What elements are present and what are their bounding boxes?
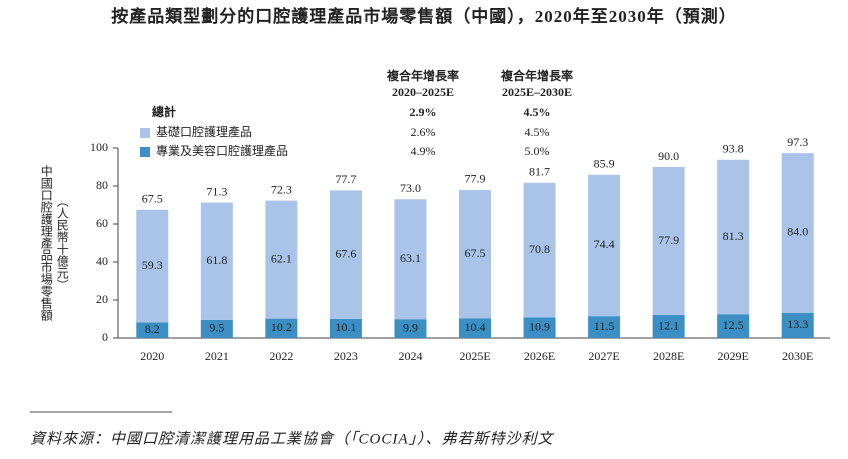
value-label: 12.1 [658, 318, 679, 332]
total-label: 77.7 [335, 172, 356, 186]
bar-segment [717, 314, 750, 338]
legend-total: 總計 [152, 104, 176, 119]
legend-swatch [140, 147, 150, 157]
x-tick-label: 2030E [782, 349, 813, 363]
bar-segment [652, 315, 685, 338]
y-tick-label: 80 [96, 178, 108, 192]
y-tick-label: 100 [90, 140, 108, 154]
bar-segment [523, 182, 556, 318]
bar-segment [459, 318, 491, 338]
x-tick-label: 2027E [588, 349, 619, 363]
x-tick-label: 2024 [398, 349, 422, 363]
x-tick-label: 2023 [334, 349, 358, 363]
table-cell: 4.9% [411, 144, 436, 158]
value-label: 81.3 [723, 229, 744, 243]
total-label: 73.0 [400, 181, 421, 195]
y-axis-unit: （人民幣十億元） [55, 195, 69, 291]
value-label: 13.3 [787, 317, 808, 331]
value-label: 10.9 [529, 319, 550, 333]
legend-label: 基礎口腔護理產品 [156, 124, 252, 139]
value-label: 10.4 [465, 320, 486, 334]
value-label: 12.5 [723, 318, 744, 332]
bar-segment [781, 153, 814, 313]
table-cell: 4.5% [524, 105, 551, 119]
value-label: 10.1 [335, 320, 356, 334]
bar-segment [781, 312, 814, 338]
total-label: 81.7 [529, 165, 550, 179]
value-label: 74.4 [594, 237, 615, 251]
x-tick-label: 2025E [459, 349, 490, 363]
bar-segment [265, 200, 298, 319]
bar-segment [200, 202, 233, 320]
y-tick-label: 60 [96, 216, 108, 230]
bar-segment [588, 316, 621, 338]
bar-segment [265, 318, 298, 338]
total-label: 85.9 [594, 157, 615, 171]
total-label: 90.0 [658, 149, 679, 163]
legend-label: 專業及美容口腔護理產品 [156, 143, 288, 158]
value-label: 77.9 [658, 233, 679, 247]
table-cell: 2.6% [411, 125, 436, 139]
x-tick-label: 2029E [718, 349, 749, 363]
total-label: 72.3 [271, 182, 292, 196]
total-label: 97.3 [787, 135, 808, 149]
total-label: 67.5 [142, 192, 163, 206]
y-tick-label: 0 [102, 330, 108, 344]
table-header: 2020–2025E [392, 85, 454, 99]
value-label: 61.8 [206, 253, 227, 267]
bar-segment [136, 209, 169, 323]
table-cell: 2.9% [410, 105, 437, 119]
value-label: 70.8 [529, 242, 550, 256]
chart-title: 按產品類型劃分的口腔護理產品市場零售額（中國），2020年至2030年（預測） [111, 6, 737, 26]
value-label: 9.9 [403, 320, 418, 334]
value-label: 11.5 [594, 319, 615, 333]
value-label: 63.1 [400, 251, 421, 265]
bar-segment [652, 167, 685, 316]
table-cell: 4.5% [525, 125, 550, 139]
y-tick-label: 20 [96, 292, 108, 306]
x-tick-label: 2021 [205, 349, 229, 363]
value-label: 8.2 [145, 322, 160, 336]
bar-segment [394, 199, 427, 320]
y-axis-label: 中國口腔護理產品市場零售額 [39, 164, 53, 322]
x-tick-label: 2026E [524, 349, 555, 363]
table-header: 複合年增長率 [386, 68, 459, 83]
value-label: 10.2 [271, 320, 292, 334]
table-header: 複合年增長率 [500, 68, 573, 83]
value-label: 67.6 [335, 246, 356, 260]
bar-segment [329, 318, 362, 338]
total-label: 93.8 [723, 142, 744, 156]
bar-segment [394, 319, 427, 338]
x-tick-label: 2022 [269, 349, 293, 363]
bar-segment [717, 159, 750, 315]
y-tick-label: 40 [96, 254, 108, 268]
total-label: 71.3 [206, 184, 227, 198]
bar-segment [459, 189, 491, 319]
value-label: 62.1 [271, 251, 292, 265]
table-header: 2025E–2030E [502, 85, 572, 99]
bar-segment [200, 319, 233, 338]
source-note: 資料來源：中國口腔清潔護理用品工業協會（「COCIA」）、弗若斯特沙利文 [30, 430, 555, 447]
bar-segment [329, 190, 362, 319]
bar-segment [136, 322, 169, 338]
bar-segment [588, 174, 621, 317]
table-cell: 5.0% [525, 144, 550, 158]
total-label: 77.9 [465, 172, 486, 186]
legend-swatch [140, 128, 150, 138]
value-label: 9.5 [209, 321, 224, 335]
x-tick-label: 2020 [140, 349, 164, 363]
value-label: 67.5 [465, 246, 486, 260]
x-tick-label: 2028E [653, 349, 684, 363]
bar-segment [523, 317, 556, 338]
value-label: 59.3 [142, 258, 163, 272]
value-label: 84.0 [787, 225, 808, 239]
